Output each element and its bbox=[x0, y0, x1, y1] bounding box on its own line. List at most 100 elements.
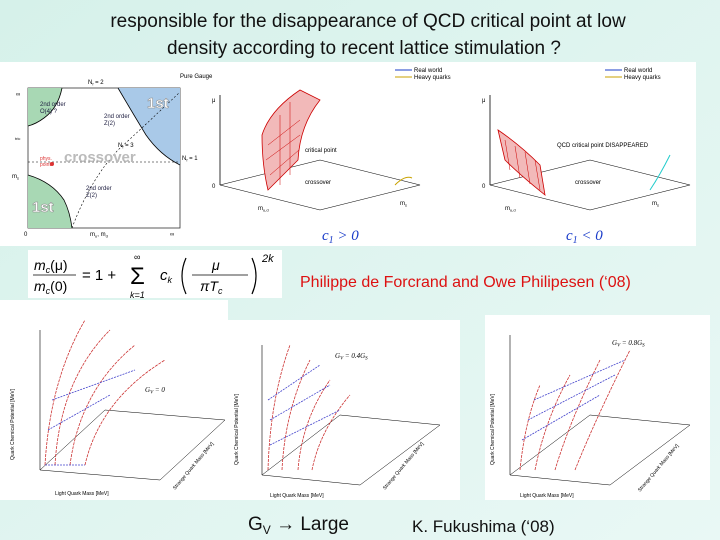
formula-box bbox=[28, 250, 282, 298]
label: 1st bbox=[147, 95, 169, 112]
paren bbox=[181, 257, 187, 295]
mesh bbox=[44, 319, 166, 466]
plot-bg bbox=[0, 300, 228, 500]
label: mu,d bbox=[505, 206, 516, 213]
label: phys. bbox=[40, 156, 52, 162]
plot-bg bbox=[228, 320, 460, 500]
mesh bbox=[504, 139, 541, 191]
surface bbox=[497, 129, 546, 196]
label: Pure Gauge bbox=[180, 74, 213, 80]
formula-part: μ bbox=[211, 257, 220, 273]
axis-label: Light Quark Mass [MeV] bbox=[520, 493, 574, 499]
lower-plot: GV = 0.4GS Quark Chemical Potential [MeV… bbox=[228, 320, 460, 500]
label: ∞ bbox=[170, 232, 174, 238]
axis-label: Quark Chemical Potential [MeV] bbox=[234, 393, 240, 465]
mesh bbox=[45, 369, 136, 466]
label: 2nd order bbox=[104, 114, 130, 120]
mesh bbox=[267, 344, 351, 471]
gv-label: GV = 0.8GS bbox=[612, 339, 645, 349]
label: 2nd order bbox=[86, 186, 112, 192]
label: ms bbox=[12, 174, 19, 181]
region-1st bbox=[28, 88, 62, 126]
boundary bbox=[117, 87, 181, 166]
label: Z(2) bbox=[86, 193, 97, 199]
formula-part: Σ bbox=[130, 263, 145, 290]
caption-author: K. Fukushima (‘08) bbox=[412, 517, 555, 536]
boundary bbox=[27, 87, 63, 127]
boundary bbox=[27, 174, 73, 229]
plot-c1-positive: Real world Heavy quarks μ critical point… bbox=[212, 68, 451, 246]
plot-c1-negative: Real world Heavy quarks μ QCD critical p… bbox=[482, 68, 691, 246]
label: 2nd order bbox=[40, 102, 66, 108]
label: crossover bbox=[575, 180, 601, 186]
floor bbox=[509, 414, 691, 486]
axis-label: Quark Chemical Potential [MeV] bbox=[490, 393, 496, 465]
legend: Heavy quarks bbox=[624, 75, 661, 81]
label: Nf = 2 bbox=[88, 80, 104, 87]
legend: Real world bbox=[414, 68, 442, 74]
label: Nf = 1 bbox=[182, 156, 198, 163]
label: 1st bbox=[32, 199, 54, 216]
formula-part: ck bbox=[160, 267, 173, 285]
label: point bbox=[40, 162, 51, 168]
caption-gv: GV → Large bbox=[248, 514, 349, 537]
label: O(4) ? bbox=[40, 109, 58, 115]
floor bbox=[489, 159, 691, 211]
formula: mc(μ) mc(0) = 1 + Σ ∞ k=1 ck μ πTc 2k bbox=[28, 250, 282, 300]
label: mu, md bbox=[90, 232, 108, 239]
label: mu,d bbox=[258, 206, 269, 213]
label: ∞ bbox=[16, 92, 20, 98]
mesh bbox=[521, 359, 626, 441]
heavy-line bbox=[394, 176, 413, 186]
lower-plot: GV = 0 Quark Chemical Potential [MeV] Li… bbox=[0, 300, 228, 500]
mesh bbox=[267, 364, 341, 446]
label: ms bbox=[652, 201, 659, 208]
label: Nf = 3 bbox=[118, 143, 134, 150]
real-line bbox=[649, 154, 671, 191]
gv-label: GV = 0.4GS bbox=[335, 352, 368, 362]
nf-line bbox=[71, 91, 181, 229]
axis-label: Light Quark Mass [MeV] bbox=[55, 491, 109, 497]
formula-part: ∞ bbox=[134, 252, 140, 262]
phys-point bbox=[50, 162, 54, 166]
citation: Philippe de Forcrand and Owe Philipesen … bbox=[300, 274, 631, 291]
region-1st bbox=[28, 175, 72, 228]
legend: Heavy quarks bbox=[414, 75, 451, 81]
floor bbox=[261, 414, 441, 486]
label: QCD critical point DISAPPEARED bbox=[557, 143, 649, 149]
formula-part: mc(μ) bbox=[34, 257, 68, 275]
formula-part: 2k bbox=[261, 253, 274, 265]
label: crossover bbox=[305, 180, 331, 186]
title-line: responsible for the disappearance of QCD… bbox=[110, 11, 626, 32]
surface bbox=[261, 89, 321, 191]
label: 0 bbox=[212, 184, 216, 190]
label: crossover bbox=[64, 149, 136, 166]
label: μ bbox=[482, 98, 486, 104]
formula-part: πTc bbox=[200, 278, 223, 296]
label: critical point bbox=[305, 148, 337, 154]
mesh bbox=[265, 102, 301, 185]
title-line: density according to recent lattice stim… bbox=[167, 38, 561, 59]
region-1st bbox=[118, 88, 180, 165]
label: 0 bbox=[24, 232, 28, 238]
condition: c1 > 0 bbox=[322, 228, 359, 246]
phase-diagram: Nf = 2 Pure Gauge 1st 1st crossover 2nd … bbox=[12, 74, 213, 239]
condition: c1 < 0 bbox=[566, 228, 603, 246]
formula-part: k=1 bbox=[130, 290, 145, 300]
plot-bg bbox=[485, 315, 710, 500]
label: tric bbox=[15, 136, 20, 141]
gv-label: GV = 0 bbox=[145, 386, 165, 396]
label: Z(2) bbox=[104, 121, 115, 127]
label: μ bbox=[212, 98, 216, 104]
lower-plot: GV = 0.8GS Quark Chemical Potential [MeV… bbox=[485, 315, 710, 500]
formula-part: = 1 + bbox=[82, 267, 116, 284]
paren bbox=[251, 257, 257, 295]
mesh bbox=[519, 349, 631, 471]
floor bbox=[39, 409, 226, 481]
axis-label: Light Quark Mass [MeV] bbox=[270, 493, 324, 499]
axis-label: Quark Chemical Potential [MeV] bbox=[10, 388, 16, 460]
label: 0 bbox=[482, 184, 486, 190]
formula-part: mc(0) bbox=[34, 278, 67, 296]
